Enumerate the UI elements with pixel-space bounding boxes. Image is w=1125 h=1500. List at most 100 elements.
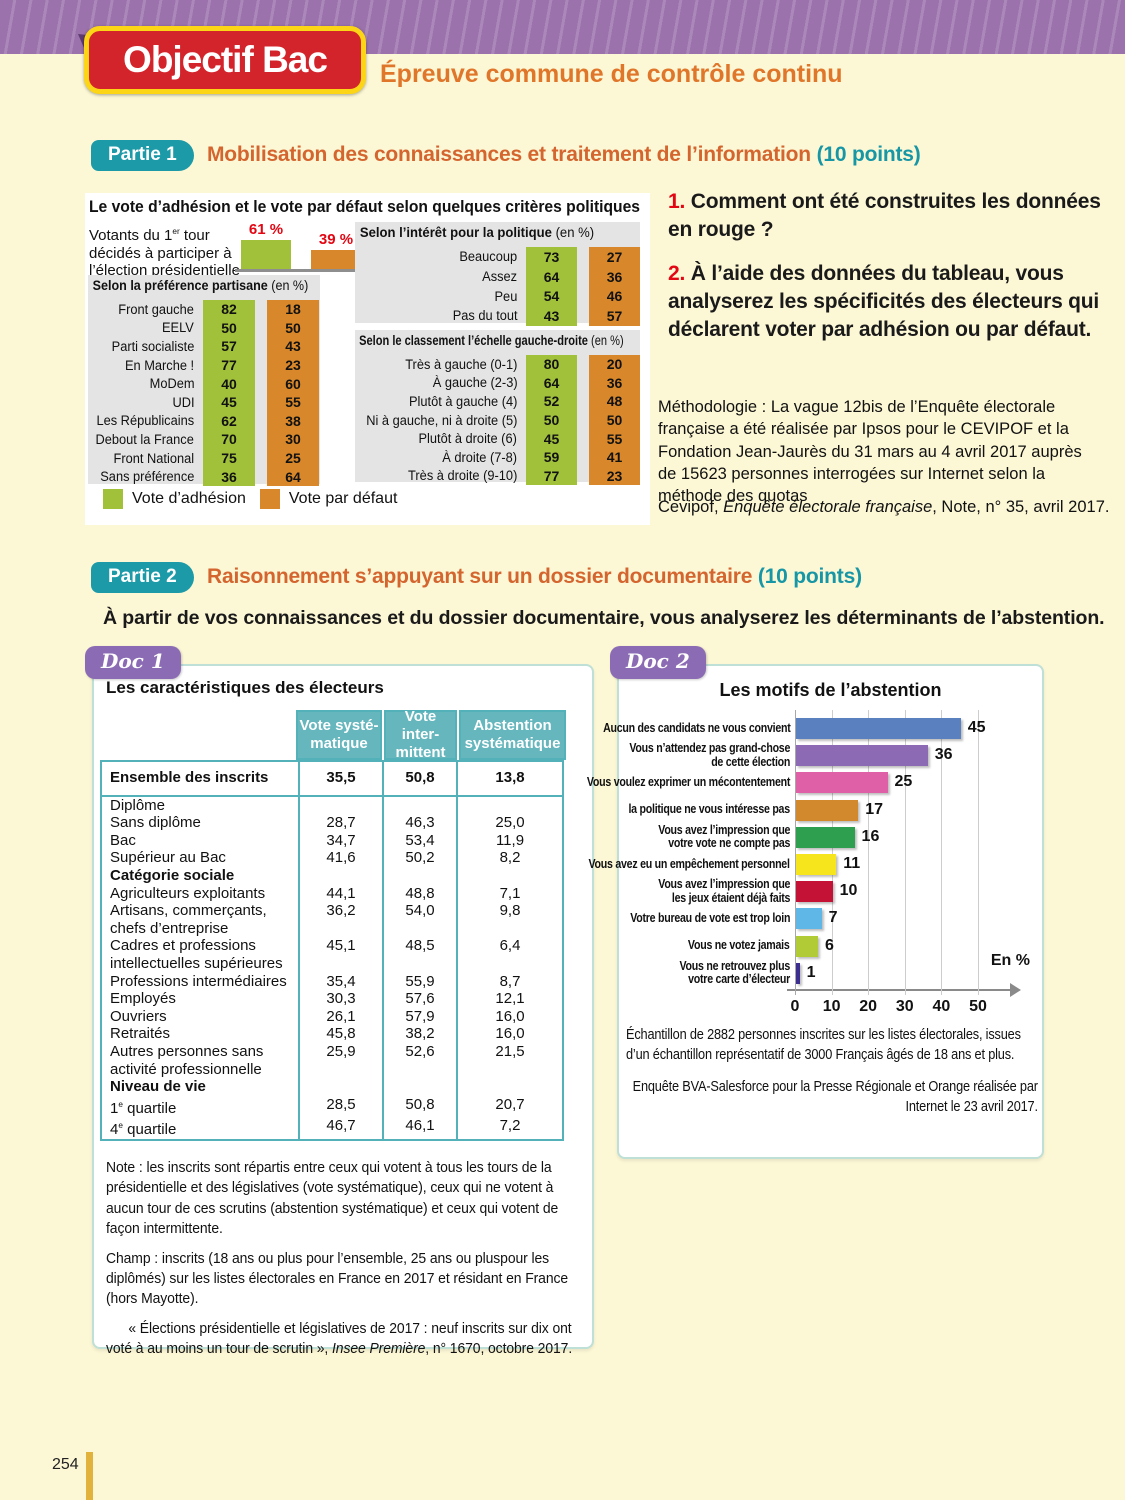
cell-value: 25,0 [456, 814, 562, 832]
defaut-value: 20 [589, 355, 640, 374]
defaut-value: 41 [589, 447, 640, 467]
cell-value: 13,8 [456, 762, 562, 795]
criteria-row: UDI 45 55 [88, 392, 320, 412]
partie1-source: Cevipof, Enquête électorale française, N… [658, 498, 1110, 516]
row-label: Diplôme [110, 796, 166, 814]
bar-value: 17 [865, 800, 884, 818]
cell-value: 16,0 [456, 1007, 562, 1026]
infographic-intro: Votants du 1er tour décidés à participer… [89, 223, 244, 280]
defaut-value: 30 [267, 430, 319, 449]
adhesion-value: 50 [526, 410, 577, 430]
row-label: Cadres et professions intellectuelles sup… [110, 937, 283, 972]
cell-value: 41,6 [298, 849, 382, 867]
criteria-row: EELV 50 50 [88, 318, 320, 338]
criteria-label: Plutôt à gauche (4) [408, 393, 518, 409]
criteria-label: En Marche ! [125, 357, 195, 373]
cell-value [382, 866, 456, 885]
criteria-label: Ni à gauche, ni à droite (5) [366, 412, 518, 428]
defaut-value: 57 [589, 306, 640, 326]
adhesion-value: 54 [526, 286, 577, 307]
adhesion-value: 43 [526, 306, 577, 326]
adhesion-value: 82 [203, 300, 255, 319]
cell-value: 54,0 [382, 902, 456, 938]
partie2-intro: À partir de vos connaissances et du doss… [103, 607, 1105, 629]
legend-swatch-adhesion [103, 489, 123, 509]
cell-value: 45,8 [298, 1025, 382, 1043]
cell-value [298, 1078, 382, 1096]
column-header-abstention: Abstention systématique [459, 710, 566, 760]
row-label: 4e quartile [110, 1121, 177, 1139]
bar-value: 45 [967, 719, 986, 736]
defaut-value: 64 [267, 467, 319, 486]
partie1-title-text: Mobilisation des connaissances et traite… [207, 143, 811, 166]
doc2-sample-text: Échantillon de 2882 personnes inscrites … [626, 1027, 1021, 1063]
bar-label: Vous ne retrouvez plus votre carte d’élec… [679, 958, 790, 987]
cell-value: 48,5 [382, 937, 456, 973]
row-label: Agriculteurs exploitants [110, 884, 266, 902]
bar-value: 11 [843, 855, 861, 872]
cell-value: 7,1 [456, 884, 562, 903]
page-number: 254 [52, 1456, 79, 1473]
criteria-row: MoDem 40 60 [88, 374, 320, 393]
axis-tick-label: 40 [932, 998, 951, 1015]
row-label: Professions intermédiaires [110, 972, 287, 990]
cell-value [298, 866, 382, 885]
criteria-row: Peu 54 46 [355, 286, 640, 307]
defaut-value: 18 [267, 300, 319, 319]
adhesion-value: 70 [203, 430, 255, 449]
electeurs-table: Ensemble des inscrits 35,5 50,8 13,8 Diplôme… [100, 760, 564, 1141]
adhesion-value: 45 [203, 392, 255, 412]
question-1: 1. Comment ont été construites les donné… [668, 188, 1123, 245]
section-interet-politique: Selon l’intérêt pour la politique (en %)… [355, 222, 640, 326]
table-row: Sans diplôme 28,7 46,3 25,0 [102, 814, 562, 832]
intro-line-2: décidés à participer à [89, 244, 232, 262]
legend-label-adhesion: Vote d’adhésion [132, 490, 246, 507]
bar [796, 962, 800, 984]
row-label: 1e quartile [110, 1099, 177, 1117]
criteria-row: Sans préférence 36 64 [88, 467, 320, 486]
defaut-value: 23 [589, 466, 640, 486]
x-axis-unit-label: En % [990, 952, 1030, 969]
cell-value: 57,6 [382, 990, 456, 1008]
section-header: Selon l’intérêt pour la politique (en %) [359, 225, 595, 240]
bar [796, 935, 818, 957]
cell-value: 9,8 [456, 902, 562, 938]
adhesion-value: 64 [526, 266, 577, 287]
partie2-badge: Partie 2 [91, 562, 194, 593]
legend: Vote d’adhésion Vote par défaut [103, 489, 397, 509]
gridline [978, 710, 979, 995]
criteria-row: Pas du tout 43 57 [355, 306, 640, 326]
row-label: Ensemble des inscrits [110, 769, 269, 786]
table-row: Professions intermédiaires 35,4 55,9 8,7 [102, 972, 562, 991]
criteria-row: Assez 64 36 [355, 266, 640, 287]
bar-label: la politique ne vous intéresse pas [628, 802, 791, 817]
adhesion-value: 73 [526, 247, 577, 267]
cell-value: 8,7 [456, 972, 562, 991]
gridline [831, 710, 833, 995]
gridline [941, 710, 943, 995]
column-header-vote-systematique: Vote systé-matique [296, 710, 382, 760]
legend-label-defaut: Vote par défaut [288, 490, 398, 507]
table-row: Bac 34,7 53,4 11,9 [102, 831, 562, 850]
cell-value: 46,7 [298, 1117, 382, 1139]
criteria-label: EELV [162, 320, 195, 336]
defaut-value: 38 [267, 411, 319, 431]
doc1-title: Les caractéristiques des électeurs [106, 678, 384, 697]
cell-value: 6,4 [456, 937, 562, 973]
bar-label: Vous avez eu un empêchement personnel [588, 856, 790, 871]
bar-value: 1 [806, 963, 816, 981]
criteria-label: Assez [482, 269, 518, 285]
criteria-label: Très à droite (9-10) [408, 468, 518, 484]
row-label: Artisans, commerçants, chefs d’entreprise [110, 902, 267, 937]
table-row: Autres personnes sans activité profession… [102, 1042, 562, 1079]
criteria-label: Sans préférence [100, 469, 195, 485]
defaut-value: 55 [267, 392, 319, 412]
bar [796, 854, 837, 875]
criteria-label: Beaucoup [459, 249, 518, 265]
bar-label: Vous voulez exprimer un mécontentement [586, 775, 791, 790]
bar-label: Vous avez l’impression que votre vote ne … [658, 822, 790, 851]
cell-value: 35,4 [298, 972, 382, 991]
bar [796, 772, 888, 794]
criteria-label: Les Républicains [96, 413, 195, 429]
cell-value [456, 866, 562, 885]
